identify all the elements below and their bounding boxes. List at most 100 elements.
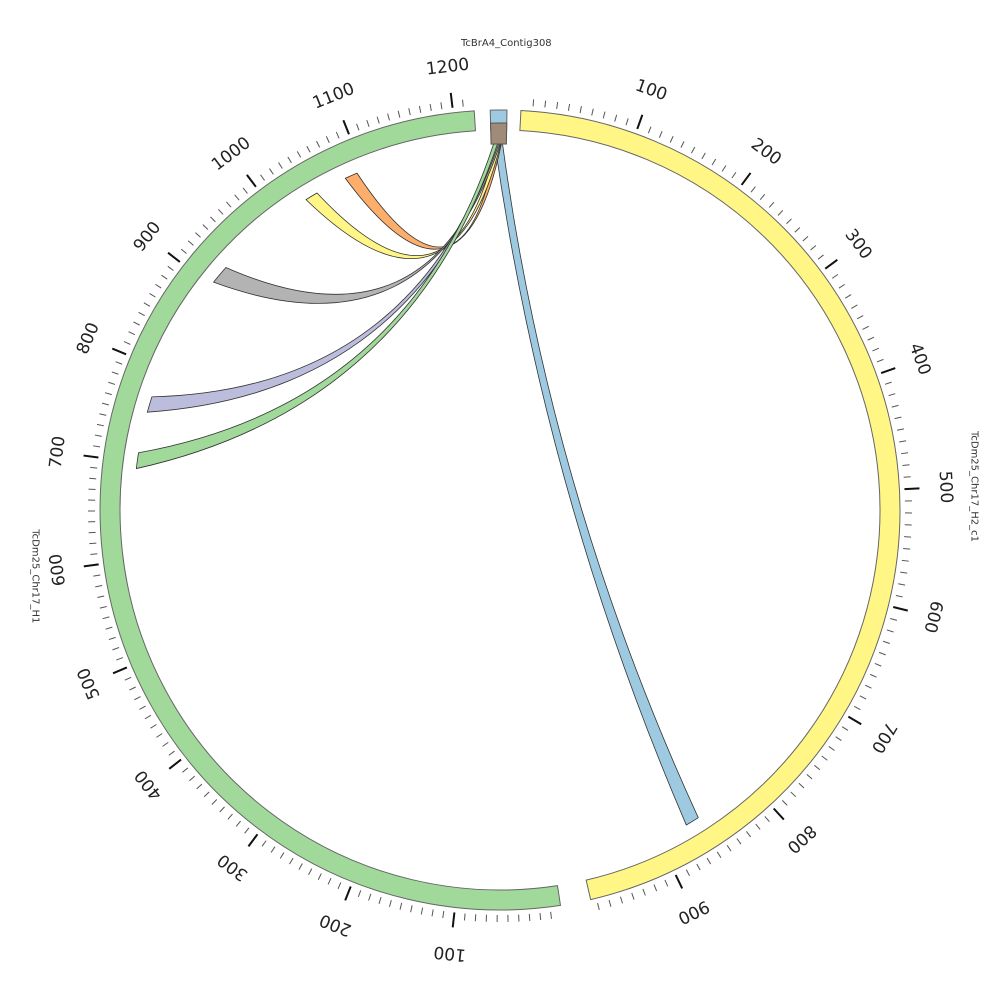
major-tick [247,833,259,847]
minor-tick [260,174,265,181]
minor-tick [133,321,140,326]
minor-tick [420,907,424,915]
major-tick [892,606,909,612]
link-ribbon [146,143,500,413]
minor-tick [886,629,894,633]
minor-tick [235,820,242,827]
minor-tick [669,135,674,143]
minor-tick [96,423,104,427]
minor-tick [138,311,145,317]
minor-tick [736,838,742,845]
minor-tick [203,791,210,798]
tick-label: 800 [73,320,104,358]
minor-tick [144,714,152,720]
minor-tick [898,583,906,586]
minor-tick [768,201,775,208]
tick-label: 200 [747,134,785,169]
minor-tick [851,304,858,309]
major-tick [904,487,920,491]
minor-tick [99,413,107,416]
minor-tick [115,361,123,365]
minor-tick [862,325,869,330]
minor-tick [528,913,531,921]
minor-tick [161,274,168,280]
minor-tick [901,452,909,455]
major-tick [342,119,350,135]
minor-tick [685,869,690,877]
minor-tick [89,542,97,545]
minor-tick [102,616,110,620]
minor-tick [591,108,594,116]
link-ribbon [135,143,498,470]
tick-label: 900 [675,896,713,928]
minor-tick [726,845,732,852]
minor-tick [544,100,547,108]
minor-tick [899,440,907,443]
minor-tick [721,165,727,172]
minor-tick [418,105,422,113]
minor-tick [366,119,370,127]
minor-tick [781,800,788,806]
minor-tick [701,152,706,160]
minor-tick [859,695,867,700]
link-ribbon [344,143,502,250]
minor-tick [180,248,187,254]
minor-tick [287,156,292,164]
minor-tick [242,187,248,194]
segments-layer [99,109,901,911]
minor-tick [325,136,330,143]
minor-tick [631,892,635,900]
major-tick [674,874,684,889]
minor-tick [888,393,896,397]
major-tick [880,367,896,375]
minor-tick [261,840,267,847]
minor-tick [831,273,839,279]
minor-tick [182,767,189,773]
tick-label: 100 [433,941,467,965]
minor-tick [337,882,342,890]
minor-tick [802,236,809,242]
tick-label: 300 [841,225,876,263]
major-tick [111,347,127,356]
minor-tick [711,158,717,166]
minor-tick [597,902,600,910]
minor-tick [539,912,542,921]
minor-tick [162,741,169,747]
minor-tick [202,224,209,230]
minor-tick [269,168,274,175]
minor-tick [876,358,884,363]
minor-tick [123,341,131,345]
minor-tick [844,294,852,299]
minor-tick [99,605,107,609]
minor-tick [896,428,905,431]
minor-tick [882,640,890,644]
minor-tick [279,852,285,859]
minor-tick [187,240,194,246]
tick-label: 500 [74,665,105,703]
minor-tick [167,265,174,271]
minor-tick [642,888,646,896]
minor-tick [794,227,801,233]
minor-tick [289,857,294,865]
ticks-layer [83,92,920,928]
minor-tick [108,636,116,641]
minor-tick [903,476,911,478]
minor-tick [234,194,240,201]
minor-tick [746,831,752,838]
minor-tick [278,162,283,169]
minor-tick [89,477,97,480]
tick-label: 200 [317,909,355,940]
minor-tick [429,103,432,111]
minor-tick [841,726,849,731]
minor-tick [387,113,390,121]
segment-label-h2: TcDm25_Chr17_H2_c1 [969,430,980,542]
minor-tick [664,879,669,887]
major-tick [772,807,785,821]
minor-tick [306,145,311,153]
minor-tick [90,466,98,469]
tick-label: 500 [935,470,957,503]
minor-tick [296,151,302,158]
minor-tick [128,331,136,336]
tick-label: 400 [905,341,935,378]
